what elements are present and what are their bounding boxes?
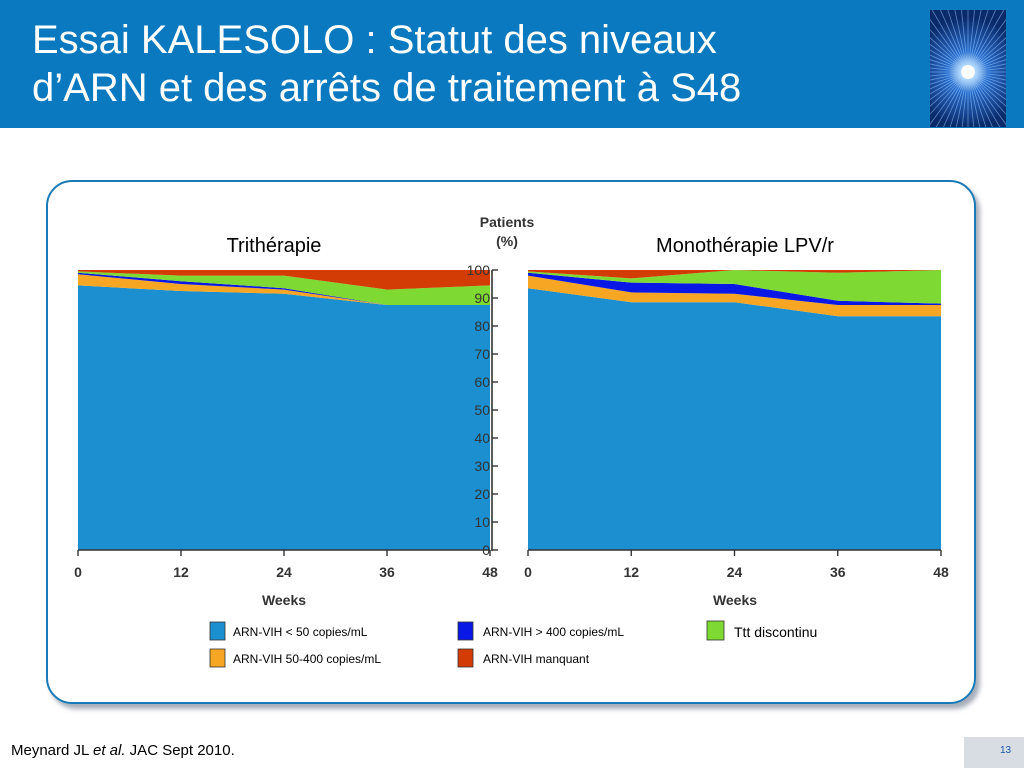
left-x-tick-label: 48 (482, 564, 498, 580)
citation-author: Meynard JL (11, 742, 93, 759)
legend-swatch-arn-lt50 (209, 621, 226, 641)
x-axis-title-left: Weeks (262, 592, 306, 608)
y-tick-label: 20 (474, 486, 490, 502)
slide-title-line-2: d’ARN et des arrêts de traitement à S48 (32, 66, 742, 110)
right-chart-areas (528, 270, 941, 550)
legend-swatch-arn-50-400 (209, 648, 226, 668)
y-tick-label: 30 (474, 458, 490, 474)
y-tick-label: 90 (474, 290, 490, 306)
legend-swatch-arn-gt400 (457, 621, 474, 641)
right-area-arn-50-400 (528, 275, 941, 317)
y-tick-label: 50 (474, 402, 490, 418)
legend-label-arn-gt400: ARN-VIH > 400 copies/mL (483, 625, 624, 639)
y-tick-label: 100 (467, 262, 491, 278)
y-tick-label: 70 (474, 346, 490, 362)
legend-swatch-ttt-discontinu (706, 620, 725, 641)
legend: ARN-VIH < 50 copies/mL ARN-VIH > 400 copi… (209, 620, 817, 668)
left-chart-areas (78, 270, 490, 550)
right-x-tick-label: 36 (830, 564, 846, 580)
slide-title-line-1: Essai KALESOLO : Statut des niveaux (32, 18, 717, 62)
legend-label-arn-lt50: ARN-VIH < 50 copies/mL (233, 625, 368, 639)
right-area-ttt-discontinu (528, 270, 941, 304)
chart-title-monotherapie: Monothérapie LPV/r (656, 235, 834, 257)
left-x-tick-label: 36 (379, 564, 395, 580)
page-number: 13 (1000, 745, 1012, 756)
y-tick-label: 80 (474, 318, 490, 334)
y-tick-label: 10 (474, 514, 490, 530)
title-bar: Essai KALESOLO : Statut des niveaux d’AR… (0, 0, 1024, 128)
legend-label-arn-50-400: ARN-VIH 50-400 copies/mL (233, 652, 381, 666)
left-x-tick-label: 24 (276, 564, 292, 580)
left-area-arn-lt50 (78, 285, 490, 550)
citation: Meynard JL et al. JAC Sept 2010. (11, 742, 235, 759)
chart-title-tritherapie: Trithérapie (227, 235, 322, 257)
y-axis-title-line-2: (%) (496, 233, 518, 249)
citation-etal: et al. (92, 742, 126, 759)
starburst-image (930, 10, 1006, 127)
right-area-arn-gt400 (528, 272, 941, 305)
legend-label-arn-manquant: ARN-VIH manquant (483, 652, 590, 666)
legend-swatch-arn-manquant (457, 648, 474, 668)
x-axis-title-right: Weeks (713, 592, 757, 608)
legend-label-ttt-discontinu: Ttt discontinu (734, 624, 817, 640)
y-tick-label: 40 (474, 430, 490, 446)
left-area-arn-manquant (78, 270, 490, 290)
right-area-arn-manquant (528, 270, 941, 279)
left-area-arn-gt400 (78, 272, 490, 305)
right-x-tick-label: 48 (933, 564, 949, 580)
page-number-box (964, 737, 1024, 768)
y-tick-label: 60 (474, 374, 490, 390)
left-x-tick-label: 0 (74, 564, 82, 580)
slide-title: Essai KALESOLO : Statut des niveaux d’AR… (32, 16, 912, 112)
right-x-tick-label: 12 (623, 564, 639, 580)
left-area-ttt-discontinu (78, 271, 490, 305)
y-axis-title-line-1: Patients (480, 214, 535, 230)
left-x-tick-label: 12 (173, 564, 189, 580)
right-x-tick-label: 0 (524, 564, 532, 580)
right-area-arn-lt50 (528, 288, 941, 550)
right-x-tick-label: 24 (727, 564, 743, 580)
citation-journal: JAC Sept 2010. (125, 742, 235, 759)
